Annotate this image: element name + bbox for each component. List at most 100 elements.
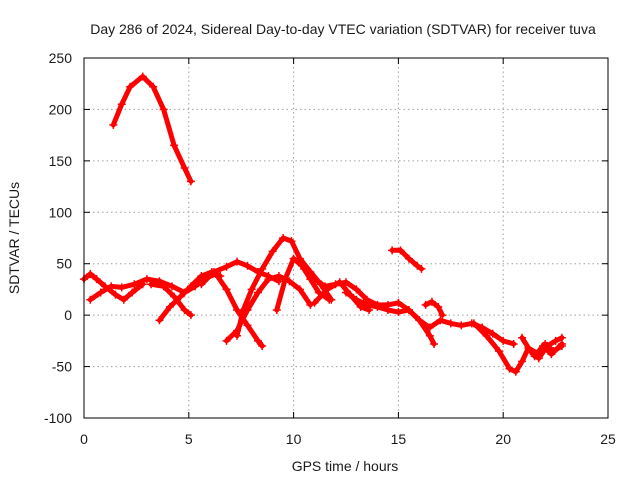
x-tick-label: 0 bbox=[80, 431, 88, 447]
series-arc-1 bbox=[109, 72, 195, 186]
data-point bbox=[170, 292, 179, 301]
data-point bbox=[222, 285, 231, 294]
x-axis-label: GPS time / hours bbox=[292, 458, 399, 474]
data-point bbox=[111, 290, 120, 299]
y-tick-label: 50 bbox=[56, 256, 72, 272]
data-point bbox=[530, 352, 539, 361]
series-arc-12 bbox=[310, 278, 374, 314]
x-tick-label: 20 bbox=[495, 431, 511, 447]
data-point bbox=[425, 331, 434, 340]
data-point bbox=[170, 141, 179, 150]
data-point bbox=[495, 347, 504, 356]
y-tick-label: -100 bbox=[44, 410, 72, 426]
data-point bbox=[117, 283, 126, 292]
data-point bbox=[268, 247, 277, 256]
data-point bbox=[295, 285, 304, 294]
series-arc-15 bbox=[421, 297, 447, 320]
x-tick-label: 15 bbox=[391, 431, 407, 447]
data-point bbox=[128, 288, 137, 297]
data-point bbox=[388, 246, 397, 255]
plot-frame bbox=[83, 57, 609, 419]
series-line bbox=[423, 299, 445, 318]
data-point bbox=[222, 262, 231, 271]
data-point bbox=[430, 339, 439, 348]
y-tick-label: 100 bbox=[49, 204, 73, 220]
data-point bbox=[415, 316, 424, 325]
data-point bbox=[107, 282, 116, 291]
data-point bbox=[310, 298, 319, 307]
data-point bbox=[427, 297, 436, 306]
series-arc-5 bbox=[147, 280, 195, 320]
data-point bbox=[272, 306, 281, 314]
data-point bbox=[518, 357, 527, 366]
data-point bbox=[287, 237, 296, 246]
data-point bbox=[469, 319, 478, 328]
series-arc-18 bbox=[530, 339, 566, 361]
data-point bbox=[362, 300, 371, 309]
data-point bbox=[499, 336, 508, 345]
data-point bbox=[482, 331, 491, 340]
data-point bbox=[404, 306, 413, 314]
data-point bbox=[425, 323, 434, 332]
data-point bbox=[373, 302, 382, 311]
data-point bbox=[138, 72, 147, 81]
data-point bbox=[142, 275, 151, 284]
data-point bbox=[96, 288, 105, 297]
x-tick-label: 5 bbox=[185, 431, 193, 447]
data-point bbox=[247, 285, 256, 294]
data-point bbox=[526, 347, 535, 356]
data-point bbox=[279, 234, 288, 242]
data-point bbox=[352, 285, 361, 294]
y-tick-label: 0 bbox=[64, 307, 72, 323]
data-point bbox=[222, 336, 231, 345]
data-point bbox=[421, 300, 430, 309]
data-point bbox=[186, 177, 195, 186]
series-line bbox=[87, 271, 219, 303]
x-tick-label: 10 bbox=[286, 431, 302, 447]
data-point bbox=[243, 321, 252, 330]
data-point bbox=[130, 280, 139, 289]
data-point bbox=[505, 364, 514, 373]
data-point bbox=[233, 331, 242, 340]
data-point bbox=[180, 306, 189, 314]
data-point bbox=[119, 295, 128, 304]
data-point bbox=[300, 264, 309, 273]
data-point bbox=[394, 308, 403, 317]
data-point bbox=[396, 246, 405, 255]
data-point bbox=[109, 120, 118, 129]
data-point bbox=[86, 295, 95, 304]
y-tick-label: -50 bbox=[52, 359, 72, 375]
y-axis: -100 -50 0 50 100 150 200 250 bbox=[44, 50, 608, 426]
data-point bbox=[352, 295, 361, 304]
data-point bbox=[335, 278, 344, 287]
data-point bbox=[165, 302, 174, 311]
data-point bbox=[212, 270, 221, 278]
data-point bbox=[197, 272, 206, 281]
data-point bbox=[446, 319, 455, 328]
data-point bbox=[457, 321, 466, 330]
data-point bbox=[511, 367, 520, 376]
data-point bbox=[92, 275, 101, 284]
data-point bbox=[289, 254, 298, 263]
series-arc-13 bbox=[342, 288, 518, 348]
x-tick-label: 25 bbox=[600, 431, 616, 447]
data-point bbox=[258, 264, 267, 273]
data-point bbox=[383, 306, 392, 314]
data-point bbox=[436, 316, 445, 325]
data-point bbox=[159, 105, 168, 114]
data-point bbox=[243, 261, 252, 270]
series-arc-7 bbox=[197, 257, 283, 289]
data-point bbox=[394, 298, 403, 307]
data-point bbox=[325, 295, 334, 304]
data-point bbox=[233, 257, 242, 266]
data-point bbox=[258, 342, 267, 350]
data-point bbox=[168, 282, 177, 291]
data-point bbox=[547, 350, 556, 359]
data-point bbox=[186, 311, 195, 320]
data-point bbox=[509, 339, 518, 348]
data-point bbox=[557, 339, 566, 348]
data-point bbox=[404, 254, 413, 263]
data-point bbox=[117, 100, 126, 109]
y-tick-label: 150 bbox=[49, 153, 73, 169]
